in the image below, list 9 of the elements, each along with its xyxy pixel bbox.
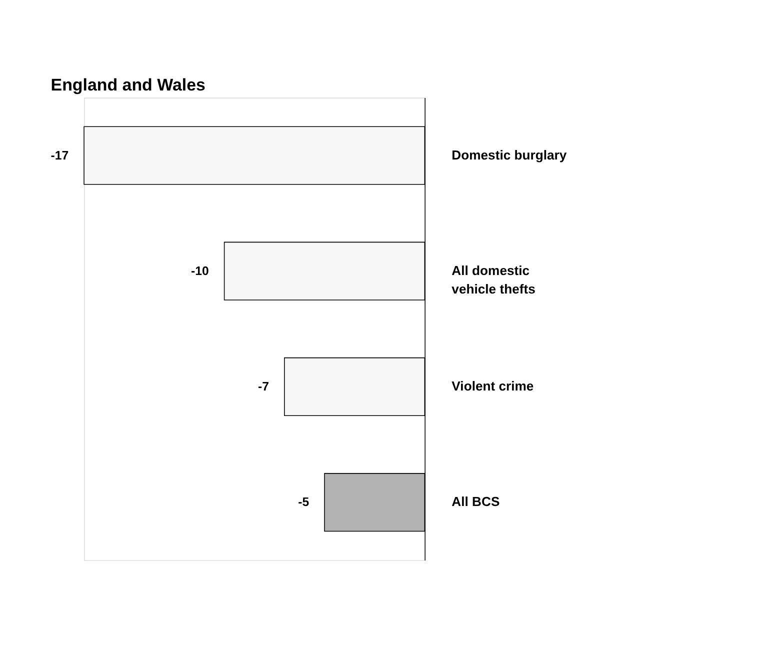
y-tick-label: Violent crime (452, 378, 534, 394)
y-tick-label: Domestic burglary (452, 147, 568, 162)
y-tick-label: All domestic vehicle thefts (452, 262, 536, 296)
data-label: -17 (50, 148, 69, 162)
data-label: -7 (258, 380, 270, 394)
data-label: -5 (298, 495, 310, 510)
data-label: -10 (191, 264, 210, 278)
chart-title: England and Wales (50, 76, 206, 95)
y-tick-label: All BCS (452, 494, 500, 510)
